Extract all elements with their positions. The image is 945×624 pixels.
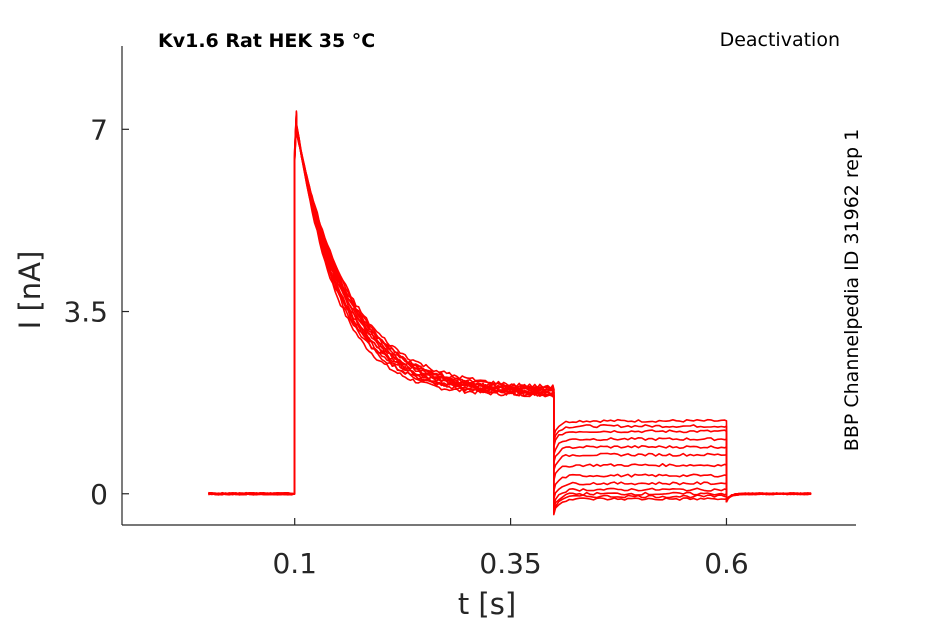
current-trace	[208, 113, 812, 503]
y-axis-label: I [nA]	[13, 251, 47, 330]
current-trace	[208, 120, 812, 511]
current-trace	[208, 117, 812, 503]
current-traces	[208, 110, 812, 516]
current-trace	[208, 118, 812, 503]
current-trace	[208, 112, 812, 503]
current-trace	[208, 115, 812, 503]
y-ticks: 03.57	[63, 113, 129, 511]
source-label: BBP Channelpedia ID 31962 rep 1	[841, 129, 863, 451]
y-tick-label: 3.5	[63, 296, 108, 329]
y-tick-label: 0	[90, 478, 108, 511]
current-trace	[208, 110, 812, 503]
x-axis-label: t [s]	[458, 587, 516, 621]
current-trace	[208, 122, 812, 516]
current-trace	[208, 111, 812, 503]
current-trace	[208, 121, 812, 513]
x-tick-label: 0.1	[272, 547, 317, 580]
x-tick-label: 0.6	[704, 547, 749, 580]
x-ticks: 0.1 0.35 0.6	[272, 518, 749, 580]
protocol-label: Deactivation	[720, 29, 840, 51]
current-trace	[208, 114, 812, 503]
chart-title: Kv1.6 Rat HEK 35 °C	[158, 30, 375, 52]
x-tick-label: 0.35	[479, 547, 541, 580]
y-tick-label: 7	[90, 113, 108, 146]
current-trace	[208, 116, 812, 503]
